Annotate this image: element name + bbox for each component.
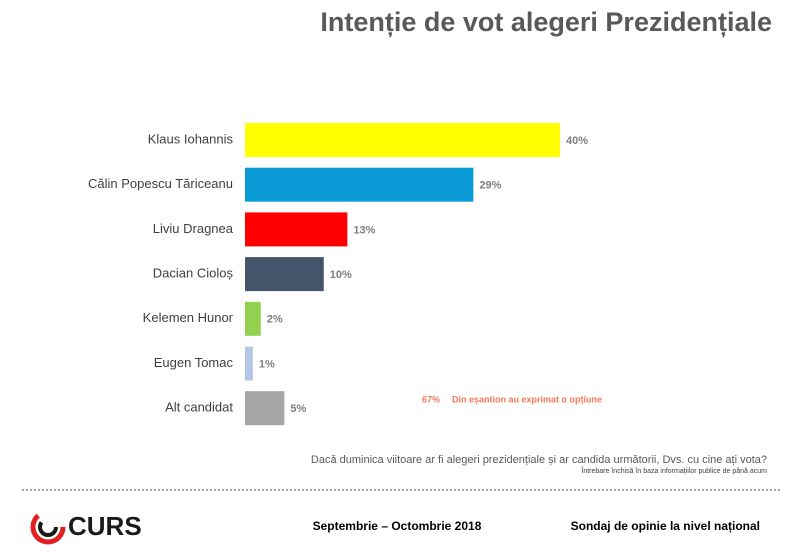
category-label: Liviu Dragnea bbox=[153, 221, 234, 236]
chart-title: Intenție de vot alegeri Prezidențiale bbox=[320, 7, 772, 37]
note: Întrebare închisă în baza informațiilor … bbox=[580, 466, 767, 475]
bar bbox=[245, 167, 474, 202]
bar bbox=[245, 123, 560, 157]
annotation: 67% bbox=[422, 394, 440, 404]
annotation: Din eșantion au exprimat o opțiune bbox=[452, 394, 602, 404]
category-label: Kelemen Hunor bbox=[143, 310, 234, 325]
value-label: 2% bbox=[267, 314, 283, 326]
footer-date: Septembrie – Octombrie 2018 bbox=[313, 519, 482, 533]
category-label: Eugen Tomac bbox=[154, 355, 234, 370]
bar bbox=[245, 391, 285, 426]
value-label: 1% bbox=[259, 358, 275, 370]
bar bbox=[245, 346, 253, 381]
category-label: Dacian Cioloș bbox=[153, 266, 234, 281]
value-label: 40% bbox=[566, 135, 588, 147]
value-label: 13% bbox=[353, 224, 375, 236]
value-label: 29% bbox=[479, 180, 501, 192]
category-label: Călin Popescu Tăriceanu bbox=[88, 176, 233, 191]
bar bbox=[245, 212, 348, 247]
bar bbox=[245, 301, 261, 336]
footer-label: Sondaj de opinie la nivel național bbox=[571, 519, 760, 533]
logo: CURS bbox=[30, 509, 142, 545]
bar bbox=[245, 257, 324, 292]
value-label: 5% bbox=[290, 403, 306, 415]
footnote: Dacă duminica viitoare ar fi alegeri pre… bbox=[311, 454, 767, 466]
logo-text: CURS bbox=[68, 511, 142, 541]
category-label: Klaus Iohannis bbox=[148, 131, 234, 146]
value-label: 10% bbox=[330, 269, 352, 281]
category-label: Alt candidat bbox=[165, 400, 233, 415]
